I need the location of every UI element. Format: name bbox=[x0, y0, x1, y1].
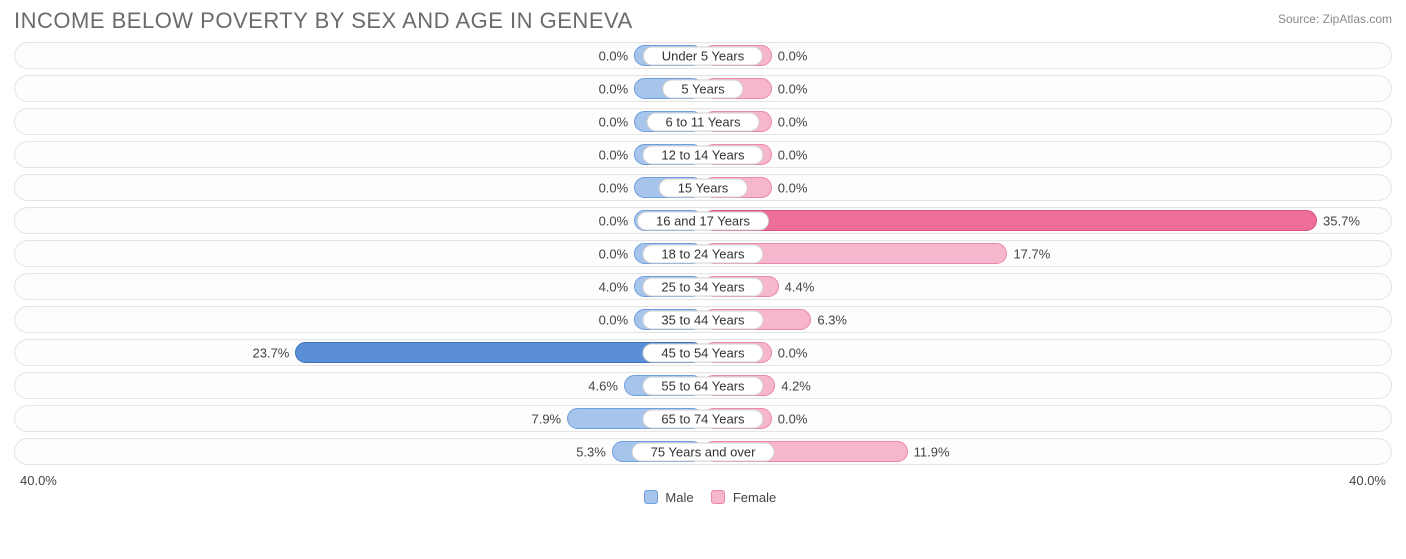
female-pct: 0.0% bbox=[778, 411, 808, 426]
male-pct: 0.0% bbox=[599, 48, 629, 63]
axis-max-right: 40.0% bbox=[1349, 473, 1386, 488]
female-pct: 11.9% bbox=[914, 444, 950, 459]
female-pct: 0.0% bbox=[778, 48, 808, 63]
chart-title: INCOME BELOW POVERTY BY SEX AND AGE IN G… bbox=[14, 8, 633, 34]
chart-row: 0.0% 0.0% Under 5 Years bbox=[14, 42, 1392, 69]
male-pct: 5.3% bbox=[576, 444, 606, 459]
female-pct: 0.0% bbox=[778, 345, 808, 360]
diverging-bar-chart: 0.0%0.0%Under 5 Years0.0%0.0%5 Years0.0%… bbox=[0, 38, 1406, 465]
female-pct: 0.0% bbox=[778, 147, 808, 162]
source-attribution: Source: ZipAtlas.com bbox=[1278, 8, 1392, 26]
legend-swatch-female bbox=[711, 490, 725, 504]
chart-row: 4.6% 4.2% 55 to 64 Years bbox=[14, 372, 1392, 399]
chart-row: 0.0% 0.0% 5 Years bbox=[14, 75, 1392, 102]
female-pct: 0.0% bbox=[778, 180, 808, 195]
category-label: 35 to 44 Years bbox=[642, 310, 763, 329]
chart-row: 0.0% 35.7% 16 and 17 Years bbox=[14, 207, 1392, 234]
female-pct: 6.3% bbox=[817, 312, 847, 327]
category-label: 65 to 74 Years bbox=[642, 409, 763, 428]
chart-row: 0.0% 17.7% 18 to 24 Years bbox=[14, 240, 1392, 267]
chart-row: 0.0% 0.0% 15 Years bbox=[14, 174, 1392, 201]
category-label: Under 5 Years bbox=[643, 46, 763, 65]
chart-row: 0.0% 6.3% 35 to 44 Years bbox=[14, 306, 1392, 333]
category-label: 15 Years bbox=[659, 178, 748, 197]
female-pct: 35.7% bbox=[1323, 213, 1360, 228]
male-pct: 4.0% bbox=[599, 279, 629, 294]
chart-row: 0.0% 0.0% 6 to 11 Years bbox=[14, 108, 1392, 135]
female-pct: 0.0% bbox=[778, 81, 808, 96]
chart-row: 4.0% 4.4% 25 to 34 Years bbox=[14, 273, 1392, 300]
category-label: 6 to 11 Years bbox=[647, 112, 760, 131]
male-pct: 0.0% bbox=[599, 312, 629, 327]
axis-max-left: 40.0% bbox=[20, 473, 57, 488]
category-label: 5 Years bbox=[662, 79, 743, 98]
male-pct: 0.0% bbox=[599, 147, 629, 162]
female-pct: 17.7% bbox=[1013, 246, 1050, 261]
male-pct: 7.9% bbox=[531, 411, 561, 426]
chart-row: 5.3% 11.9% 75 Years and over bbox=[14, 438, 1392, 465]
category-label: 75 Years and over bbox=[632, 442, 775, 461]
male-pct: 0.0% bbox=[599, 114, 629, 129]
category-label: 25 to 34 Years bbox=[642, 277, 763, 296]
chart-row: 7.9% 0.0% 65 to 74 Years bbox=[14, 405, 1392, 432]
legend-swatch-male bbox=[644, 490, 658, 504]
female-pct: 4.2% bbox=[781, 378, 811, 393]
male-pct: 23.7% bbox=[253, 345, 290, 360]
male-pct: 4.6% bbox=[588, 378, 618, 393]
category-label: 16 and 17 Years bbox=[637, 211, 769, 230]
chart-row: 23.7% 0.0% 45 to 54 Years bbox=[14, 339, 1392, 366]
female-pct: 0.0% bbox=[778, 114, 808, 129]
category-label: 12 to 14 Years bbox=[642, 145, 763, 164]
legend: Male Female bbox=[0, 488, 1406, 505]
male-pct: 0.0% bbox=[599, 246, 629, 261]
category-label: 55 to 64 Years bbox=[642, 376, 763, 395]
category-label: 18 to 24 Years bbox=[642, 244, 763, 263]
chart-row: 0.0% 0.0% 12 to 14 Years bbox=[14, 141, 1392, 168]
female-pct: 4.4% bbox=[785, 279, 815, 294]
x-axis: 40.0% 40.0% bbox=[0, 471, 1406, 488]
legend-label-female: Female bbox=[733, 490, 776, 505]
male-pct: 0.0% bbox=[599, 180, 629, 195]
category-label: 45 to 54 Years bbox=[642, 343, 763, 362]
male-pct: 0.0% bbox=[599, 213, 629, 228]
legend-label-male: Male bbox=[665, 490, 693, 505]
male-pct: 0.0% bbox=[599, 81, 629, 96]
female-bar bbox=[703, 210, 1317, 231]
